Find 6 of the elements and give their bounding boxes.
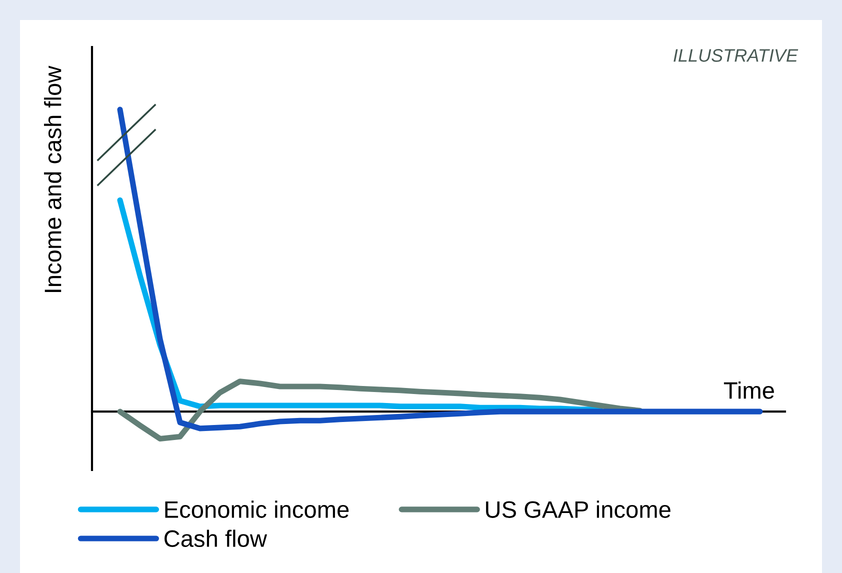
legend-label: Cash flow [164, 530, 268, 548]
y-axis-title: Income and cash flow [44, 66, 62, 292]
legend-label: US GAAP income [486, 500, 670, 518]
text: ILLUSTRATIVE [674, 49, 798, 62]
x-axis-title: Time [724, 382, 774, 399]
legend-label: Economic income [165, 500, 349, 518]
